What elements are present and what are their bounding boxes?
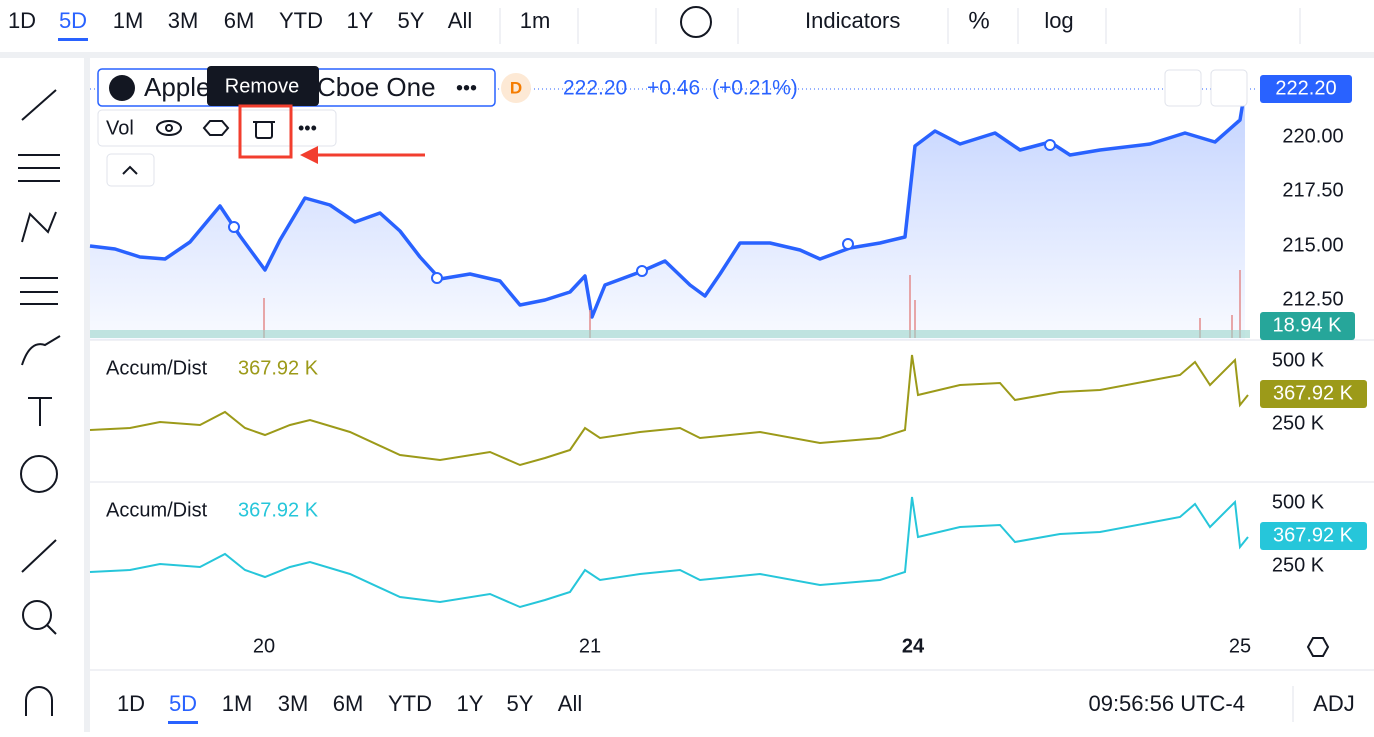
range-button[interactable]: YTD <box>388 691 432 716</box>
range-button[interactable]: All <box>558 691 582 716</box>
badge-bg <box>501 73 531 103</box>
indicators[interactable]: Indicators <box>805 8 900 33</box>
badge: D <box>510 78 522 97</box>
range-button[interactable]: 6M <box>224 8 255 33</box>
more[interactable]: ••• <box>298 118 317 138</box>
add-button[interactable] <box>680 6 712 38</box>
range-button[interactable]: 1Y <box>347 8 374 33</box>
range-button[interactable]: YTD <box>279 8 323 33</box>
price-tag <box>1260 75 1352 103</box>
left-toolbar[interactable] <box>18 89 61 716</box>
button[interactable] <box>1210 69 1248 107</box>
range-button[interactable]: 1M <box>222 691 253 716</box>
price-tick: 220.00 <box>1282 125 1343 147</box>
change: +0.46 <box>647 77 700 100</box>
range-button[interactable]: 6M <box>333 691 364 716</box>
range-button[interactable]: 3M <box>168 8 199 33</box>
active-underline <box>58 38 88 41</box>
active-underline <box>168 721 198 724</box>
range-button[interactable]: 3M <box>278 691 309 716</box>
pane-tag <box>1260 522 1367 550</box>
pane-tick: 500 K <box>1272 491 1325 513</box>
arrow-head <box>300 146 318 164</box>
price-tick: 217.50 <box>1282 179 1343 201</box>
time-tick: 21 <box>579 635 601 657</box>
highlight-box <box>238 104 293 159</box>
price-tick: 215.00 <box>1282 234 1343 256</box>
range-button[interactable]: 1M <box>113 8 144 33</box>
adj[interactable]: ADJ <box>1313 691 1355 716</box>
tooltip-text: Remove <box>225 75 299 97</box>
more[interactable]: ••• <box>456 77 477 99</box>
range-button[interactable]: 5Y <box>507 691 534 716</box>
time-tick: 25 <box>1229 635 1251 657</box>
pane-tag <box>1260 380 1367 408</box>
range-button[interactable]: 5Y <box>398 8 425 33</box>
volume-tag <box>1260 312 1355 340</box>
range-button[interactable]: 5D <box>59 8 87 33</box>
time-tick: 24 <box>902 635 925 657</box>
tooltip <box>207 66 319 106</box>
pane-current: 367.92 K <box>1273 382 1354 404</box>
accum-dist-line <box>89 496 1249 609</box>
price-area <box>90 90 1245 340</box>
divider <box>84 58 90 732</box>
range-button[interactable]: 1Y <box>457 691 484 716</box>
percent[interactable]: % <box>968 7 989 34</box>
chevron <box>122 165 138 175</box>
pane-title: Accum/Dist <box>106 357 208 379</box>
price-tick: 212.50 <box>1282 288 1343 310</box>
pane-tick: 500 K <box>1272 349 1325 371</box>
range-button[interactable]: 5D <box>169 691 197 716</box>
apple-logo <box>109 75 135 101</box>
divider <box>0 52 1374 58</box>
price: 222.20 <box>563 77 627 100</box>
current-price: 222.20 <box>1275 77 1336 99</box>
settings[interactable] <box>1306 637 1330 657</box>
exchange-name: Cboe One <box>317 72 436 102</box>
vol-icons[interactable] <box>156 120 275 139</box>
collapse[interactable] <box>106 153 155 187</box>
symbol-name: Apple <box>144 72 211 102</box>
time-tick: 20 <box>253 635 275 657</box>
pane-tick: 250 K <box>1272 554 1325 576</box>
log[interactable]: log <box>1044 8 1073 33</box>
vol-legend <box>97 109 337 147</box>
vol-label: Vol <box>106 117 134 139</box>
pane-current: 367.92 K <box>1273 524 1354 546</box>
change-pct: (+0.21%) <box>712 77 798 100</box>
pane-value: 367.92 K <box>238 357 319 379</box>
interval[interactable]: 1m <box>520 8 551 33</box>
volume-bars <box>90 270 1250 338</box>
event-markers <box>228 139 1056 284</box>
clock: 09:56:56 UTC-4 <box>1088 691 1245 716</box>
pane-tick: 250 K <box>1272 412 1325 434</box>
range-button[interactable]: 1D <box>117 691 145 716</box>
range-button[interactable]: 1D <box>8 8 36 33</box>
range-button[interactable]: All <box>448 8 472 33</box>
pane-title: Accum/Dist <box>106 499 208 521</box>
volume-value: 18.94 K <box>1273 314 1343 336</box>
pane-value: 367.92 K <box>238 499 319 521</box>
button[interactable] <box>1164 69 1202 107</box>
accum-dist-line <box>89 354 1249 467</box>
